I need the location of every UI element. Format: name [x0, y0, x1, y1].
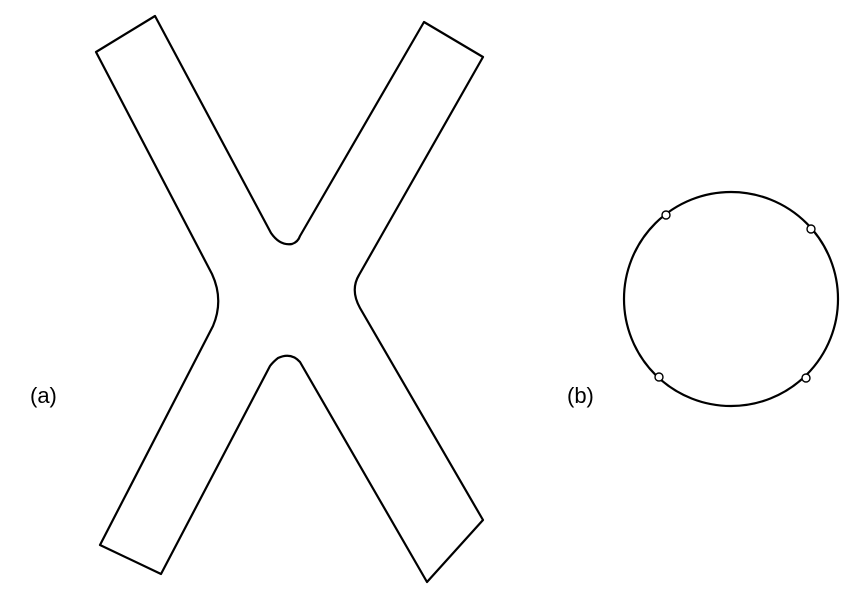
panel-a: (a) [30, 14, 485, 584]
notch-top-right [806, 224, 816, 234]
panel-b-label: (b) [567, 383, 594, 408]
notch-bottom-left [654, 372, 664, 382]
notch-bottom-right [801, 373, 811, 383]
circle-outline [622, 190, 840, 408]
panel-a-label: (a) [30, 383, 57, 408]
panel-b: (b) [567, 190, 840, 408]
notch-top-left [661, 210, 671, 220]
x-shape-outline [94, 14, 485, 584]
